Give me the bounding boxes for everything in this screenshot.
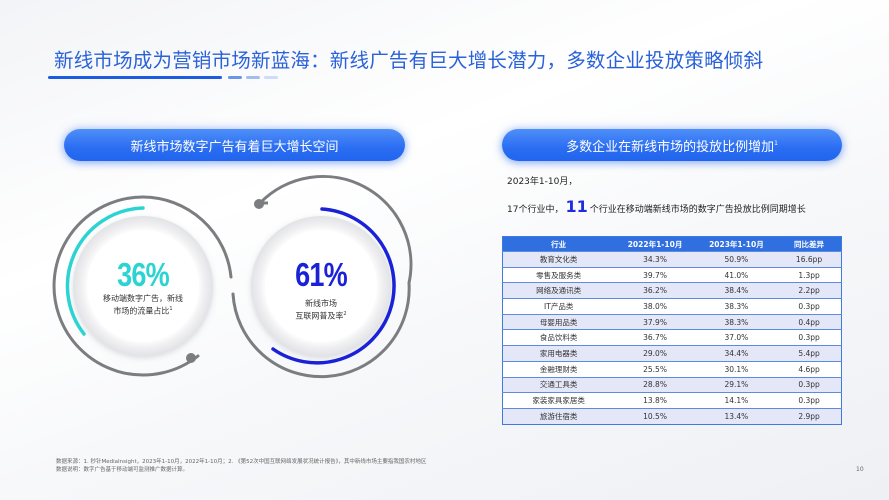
col-header-2023: 2023年1-10月	[695, 236, 778, 252]
table-row: 母婴用品类 37.9% 38.3% 0.4pp	[502, 313, 842, 330]
ring-36-description: 移动端数字广告，新线 市场的流量占比1	[103, 294, 183, 316]
table-header-row: 行业 2022年1-10月 2023年1-10月 同比差异	[502, 236, 842, 252]
ring-61-value: 61%	[295, 256, 348, 293]
table-row: 家用电器类 29.0% 34.4% 5.4pp	[502, 345, 842, 362]
ring-61-percent	[231, 174, 413, 379]
ring-61-label: 61% 新线市场 互联网普及率2	[271, 256, 371, 322]
title-underline-dash-2	[246, 76, 260, 79]
right-section-header-label: 多数企业在新线市场的投放比例增加	[566, 139, 775, 155]
intro-highlight-count: 11	[565, 197, 588, 216]
footer-note: 数据说明：数字广告基于移动端可监测推广数据计算。	[56, 467, 189, 473]
right-section-header: 多数企业在新线市场的投放比例增加 1	[502, 129, 842, 161]
footer-notes: 数据来源：1. 秒针MediaInsight，2023年1-10月，2022年1…	[56, 458, 426, 474]
footer-source: 数据来源：1. 秒针MediaInsight，2023年1-10月，2022年1…	[56, 459, 427, 465]
col-header-2022: 2022年1-10月	[614, 236, 696, 252]
industry-table: 行业 2022年1-10月 2023年1-10月 同比差异 教育文化类 34.3%…	[502, 236, 842, 425]
table-row: 家装家具家居类 13.8% 14.1% 0.3pp	[502, 392, 842, 409]
table-row: 教育文化类 34.3% 50.9% 16.6pp	[502, 251, 842, 268]
left-section-header: 新线市场数字广告有着巨大增长空间	[64, 129, 405, 161]
title-underline-dash-3	[264, 76, 278, 79]
table-row: 食品饮料类 36.7% 37.0% 0.3pp	[502, 329, 842, 346]
table-row: 网络及通讯类 36.2% 38.4% 2.2pp	[502, 282, 842, 299]
title-underline	[48, 76, 222, 79]
table-row: 金融理财类 25.5% 30.1% 4.6pp	[502, 360, 842, 377]
left-section-header-label: 新线市场数字广告有着巨大增长空间	[130, 139, 339, 155]
col-header-industry: 行业	[502, 236, 615, 252]
intro-summary: 17个行业中， 11 个行业在移动端新线市场的数字广告投放比例同期增长	[507, 197, 806, 216]
table-row: IT产品类 38.0% 38.3% 0.3pp	[502, 298, 842, 315]
table-row: 旅游住宿类 10.5% 13.4% 2.9pp	[502, 407, 842, 425]
table-row: 零售及服务类 39.7% 41.0% 1.3pp	[502, 266, 842, 283]
intro-date: 2023年1-10月，	[507, 177, 578, 187]
col-header-diff: 同比差异	[777, 236, 842, 252]
ring-36-label: 36% 移动端数字广告，新线 市场的流量占比1	[93, 256, 193, 317]
page-title: 新线市场成为营销市场新蓝海：新线广告有巨大增长潜力，多数企业投放策略倾斜	[54, 49, 764, 72]
title-underline-dash-1	[228, 76, 242, 79]
page-number: 10	[856, 466, 864, 473]
ring-36-percent	[52, 195, 233, 377]
table-row: 交通工具类 28.8% 29.1% 0.3pp	[502, 376, 842, 393]
ring-36-value: 36%	[117, 256, 170, 293]
ring-61-description: 新线市场 互联网普及率2	[295, 299, 347, 321]
